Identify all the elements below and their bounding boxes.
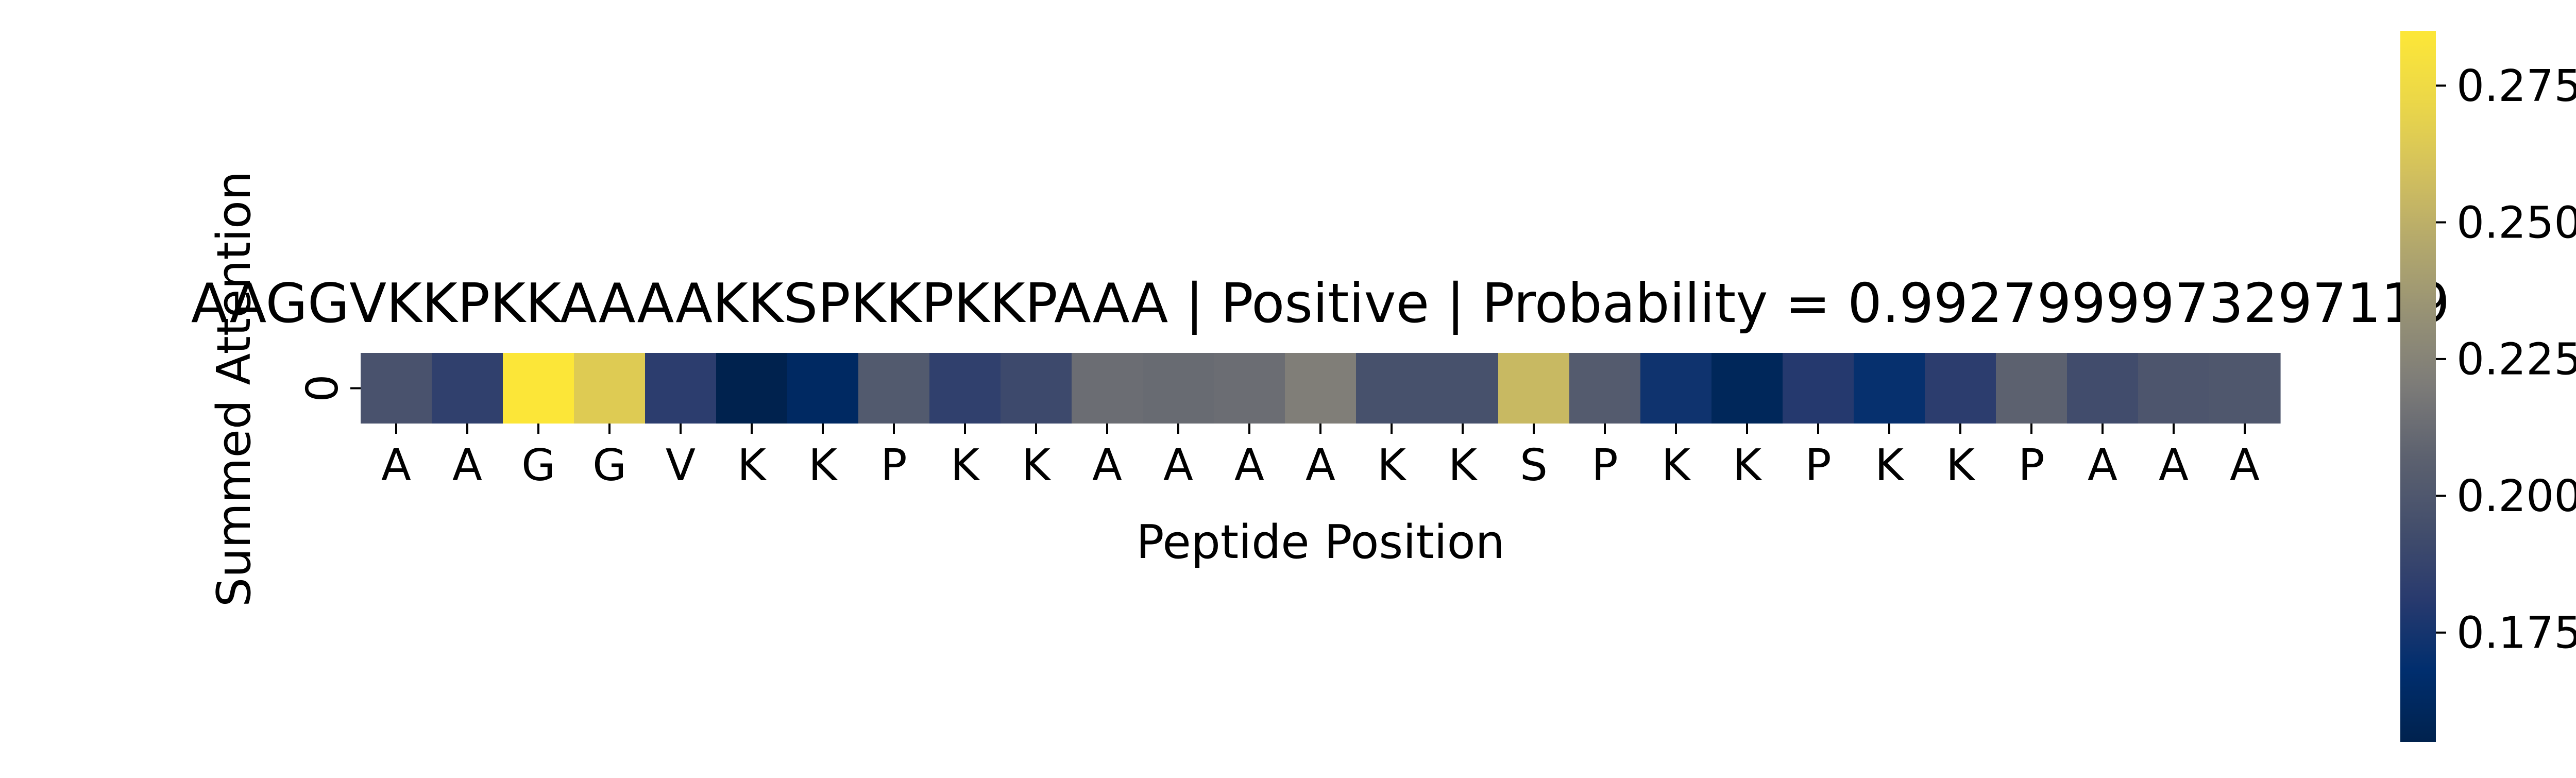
heatmap-cell — [1925, 353, 1996, 424]
x-tick-label: S — [1520, 440, 1548, 491]
x-axis-label: Peptide Position — [1136, 515, 1504, 569]
heatmap-cell — [432, 353, 503, 424]
heatmap-cell — [1854, 353, 1925, 424]
heatmap-cell — [1001, 353, 1072, 424]
heatmap-cells — [361, 353, 2281, 424]
heatmap-cell — [1569, 353, 1641, 424]
heatmap-cell — [1783, 353, 1854, 424]
y-tick-label: 0 — [297, 374, 348, 402]
colorbar — [2400, 31, 2436, 742]
heatmap-cell — [1285, 353, 1357, 424]
x-tick-label: K — [1875, 440, 1905, 491]
heatmap-cell — [1072, 353, 1143, 424]
heatmap-cell — [1427, 353, 1499, 424]
x-tick-label: G — [521, 440, 555, 491]
heatmap-cell — [361, 353, 432, 424]
x-tick-label: A — [1306, 440, 1335, 491]
x-tick-label: A — [2159, 440, 2189, 491]
heatmap-cell — [574, 353, 646, 424]
chart-title: AAGGVKKPKKAAAAKKSPKKPKKPAAA | Positive |… — [191, 272, 2450, 335]
x-tick-label: K — [808, 440, 838, 491]
colorbar-tick-label: 0.200 — [2456, 471, 2576, 522]
y-axis-label: Summed Attention — [207, 171, 261, 607]
x-tick-label: A — [2230, 440, 2260, 491]
x-tick-label: A — [381, 440, 411, 491]
heatmap-cell — [1143, 353, 1214, 424]
colorbar-ticks: 0.175 0.200 0.225 0.250 0.275 — [2436, 61, 2576, 658]
x-tick-label: P — [1591, 440, 1618, 491]
x-tick-label: K — [951, 440, 980, 491]
heatmap-cell — [929, 353, 1001, 424]
heatmap-cell — [645, 353, 717, 424]
colorbar-tick-label: 0.250 — [2456, 197, 2576, 248]
heatmap-cell — [716, 353, 788, 424]
x-tick-label: K — [1448, 440, 1478, 491]
x-tick-label: P — [2018, 440, 2044, 491]
heatmap-cell — [2138, 353, 2210, 424]
x-tick-label: G — [592, 440, 626, 491]
x-tick-label: P — [1805, 440, 1831, 491]
x-tick-label: K — [1662, 440, 1691, 491]
heatmap-cell — [787, 353, 859, 424]
heatmap-cell — [1356, 353, 1428, 424]
x-tick-label: A — [1092, 440, 1122, 491]
x-tick-label: A — [452, 440, 482, 491]
x-tick-label: V — [666, 440, 696, 491]
heatmap-cell — [1498, 353, 1570, 424]
x-tick-label: P — [880, 440, 907, 491]
heatmap-cell — [858, 353, 930, 424]
y-axis-ticks: 0 — [297, 374, 361, 402]
x-tick-label: K — [1377, 440, 1407, 491]
x-tick-label: A — [1234, 440, 1264, 491]
colorbar-tick-label: 0.175 — [2456, 607, 2576, 658]
x-tick-label: K — [1946, 440, 1976, 491]
colorbar-tick-label: 0.225 — [2456, 334, 2576, 385]
x-tick-label: A — [2088, 440, 2117, 491]
x-tick-label: A — [1163, 440, 1193, 491]
x-tick-label: K — [1022, 440, 1052, 491]
heatmap-cell — [1711, 353, 1783, 424]
x-tick-label: K — [1733, 440, 1762, 491]
heatmap-cell — [2067, 353, 2139, 424]
x-tick-label: K — [737, 440, 767, 491]
heatmap-cell — [1214, 353, 1285, 424]
heatmap-cell — [1996, 353, 2067, 424]
heatmap-cell — [503, 353, 574, 424]
heatmap-cell — [1640, 353, 1712, 424]
heatmap-cell — [2209, 353, 2281, 424]
colorbar-tick-label: 0.275 — [2456, 61, 2576, 112]
